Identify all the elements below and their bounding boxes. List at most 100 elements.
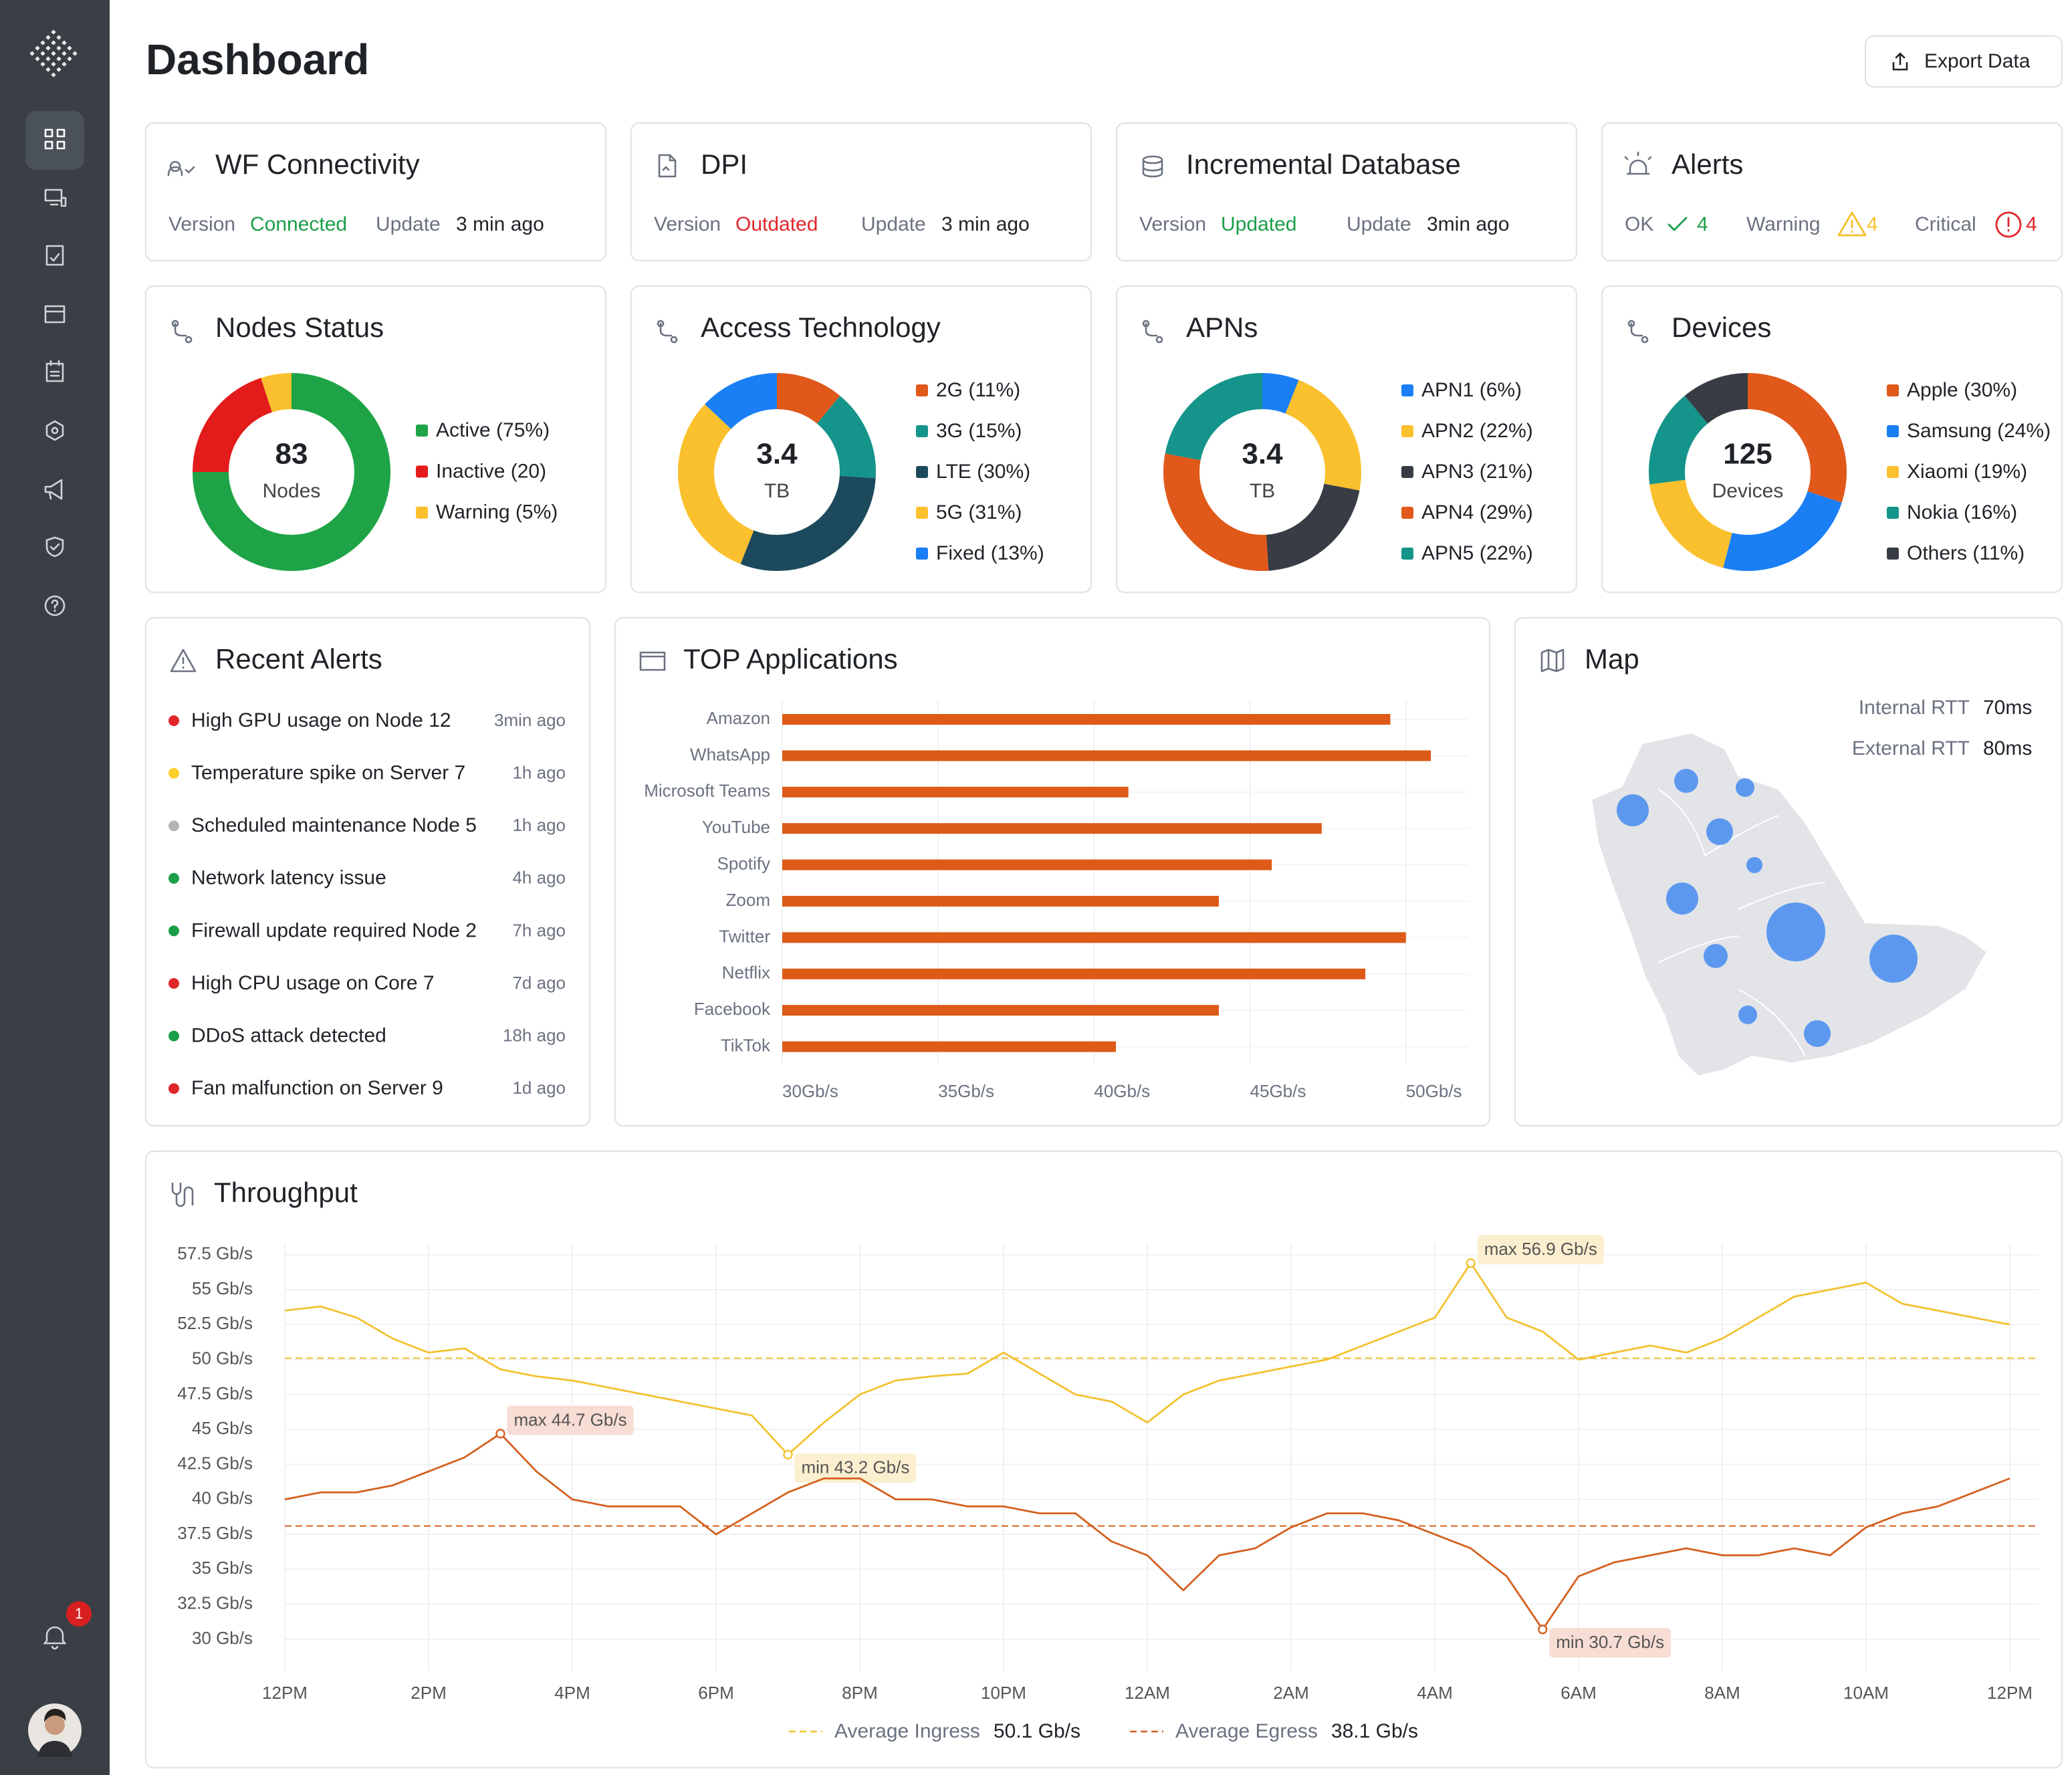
- donut-segment: [193, 378, 273, 473]
- y-tick-label: 37.5 Gb/s: [177, 1523, 253, 1543]
- annotation-point: [783, 1449, 793, 1460]
- metric-label: External RTT: [1852, 737, 1970, 759]
- nav-item[interactable]: [44, 595, 66, 616]
- annotation-label: max 44.7 Gb/s: [514, 1409, 627, 1429]
- alert-time: 1h ago: [512, 762, 566, 782]
- logo-dot: [51, 40, 56, 45]
- legend-value: 38.1 Gb/s: [1331, 1720, 1418, 1742]
- donut-segment: [1684, 373, 1748, 425]
- y-tick-label: 50 Gb/s: [192, 1348, 253, 1368]
- bar: [782, 714, 1391, 725]
- alert-count: 4: [1867, 213, 1878, 235]
- category-label: Amazon: [707, 708, 770, 728]
- legend-swatch: [1401, 466, 1413, 478]
- donut-segment: [1649, 395, 1708, 485]
- x-tick-label: 2PM: [411, 1683, 446, 1703]
- legend-swatch: [916, 384, 928, 396]
- card: [614, 616, 1491, 1127]
- alert-text: Network latency issue: [191, 867, 386, 889]
- map-bubble[interactable]: [1738, 1005, 1757, 1024]
- annotation-point: [1466, 1258, 1476, 1268]
- logo-dot: [67, 45, 72, 51]
- nav-item[interactable]: [44, 305, 66, 324]
- card-title: Devices: [1672, 312, 1771, 343]
- update-label: Update: [861, 213, 926, 235]
- map-bubble[interactable]: [1804, 1020, 1831, 1047]
- x-tick-label: 6PM: [698, 1683, 733, 1703]
- y-tick-label: 42.5 Gb/s: [177, 1453, 253, 1473]
- alert-text: Firewall update required Node 2: [191, 919, 477, 941]
- map-bubble[interactable]: [1666, 882, 1698, 915]
- notification-bell[interactable]: [43, 1626, 67, 1650]
- map-bubble[interactable]: [1746, 857, 1762, 873]
- nav-item[interactable]: [44, 189, 67, 207]
- x-tick-label: 50Gb/s: [1406, 1081, 1462, 1101]
- alert-text: High CPU usage on Core 7: [191, 972, 435, 994]
- card-title: Alerts: [1672, 148, 1743, 180]
- alert-text: Scheduled maintenance Node 5: [191, 814, 477, 836]
- icon: [658, 154, 677, 178]
- metric-value: 70ms: [1983, 697, 2032, 719]
- map-bubble[interactable]: [1869, 935, 1918, 983]
- category-label: Netflix: [722, 963, 770, 983]
- card-title: Access Technology: [701, 312, 941, 343]
- card-title: Incremental Database: [1186, 148, 1461, 180]
- legend-label: Average Ingress: [834, 1720, 980, 1742]
- icon: [1892, 52, 1908, 71]
- icon: [1142, 320, 1163, 344]
- icon: [1540, 648, 1565, 673]
- annotation-label: min 30.7 Gb/s: [1556, 1632, 1664, 1652]
- status-dot: [168, 872, 179, 884]
- legend-label: APN3 (21%): [1421, 461, 1533, 483]
- status-dot: [168, 1083, 179, 1094]
- card-title: Throughput: [214, 1177, 358, 1208]
- card-title: APNs: [1186, 312, 1258, 343]
- icon: [171, 320, 193, 344]
- category-label: Facebook: [694, 999, 771, 1019]
- metric-label: Internal RTT: [1859, 697, 1970, 719]
- donut-segment: [740, 475, 876, 571]
- nav-item[interactable]: [45, 536, 64, 558]
- icon: [167, 160, 195, 176]
- map-bubble[interactable]: [1617, 794, 1649, 826]
- map-bubble[interactable]: [1704, 944, 1728, 968]
- x-tick-label: 35Gb/s: [938, 1081, 994, 1101]
- donut-center-label: TB: [764, 480, 790, 502]
- donut-segment: [1649, 479, 1733, 568]
- map-bubble[interactable]: [1736, 778, 1754, 797]
- card: [1115, 122, 1578, 262]
- annotation-point: [1538, 1625, 1548, 1635]
- nav-item[interactable]: [45, 420, 64, 441]
- category-label: TikTok: [721, 1035, 771, 1055]
- export-button[interactable]: [1865, 35, 2063, 88]
- notification-count: 1: [75, 1605, 83, 1622]
- legend-swatch: [1401, 507, 1413, 519]
- x-tick-label: 45Gb/s: [1250, 1081, 1306, 1101]
- series-line: [284, 1433, 2010, 1631]
- nav-active[interactable]: [25, 111, 84, 170]
- alert-level-icon: [1667, 217, 1688, 231]
- nav-item[interactable]: [44, 128, 66, 150]
- map-bubble[interactable]: [1706, 818, 1733, 845]
- nav-item[interactable]: [44, 479, 63, 500]
- x-tick-label: 10AM: [1843, 1683, 1889, 1703]
- alert-level-icon: [1995, 211, 2022, 238]
- annotation-point: [495, 1429, 505, 1439]
- map-bubble[interactable]: [1766, 903, 1825, 961]
- logo-dot: [56, 35, 62, 40]
- donut-segment: [193, 373, 390, 571]
- nav-item[interactable]: [45, 245, 64, 266]
- logo-dot: [62, 62, 67, 67]
- card: [1601, 122, 2063, 262]
- alert-time: 7d ago: [512, 973, 566, 993]
- alert-time: 18h ago: [503, 1025, 566, 1045]
- version-status: Updated: [1221, 213, 1296, 235]
- map-bubble[interactable]: [1674, 769, 1698, 793]
- icon: [1627, 320, 1649, 344]
- logo-dot: [45, 45, 51, 51]
- legend-swatch: [416, 506, 428, 519]
- map-border: [1657, 788, 1706, 856]
- nav-item[interactable]: [45, 360, 64, 382]
